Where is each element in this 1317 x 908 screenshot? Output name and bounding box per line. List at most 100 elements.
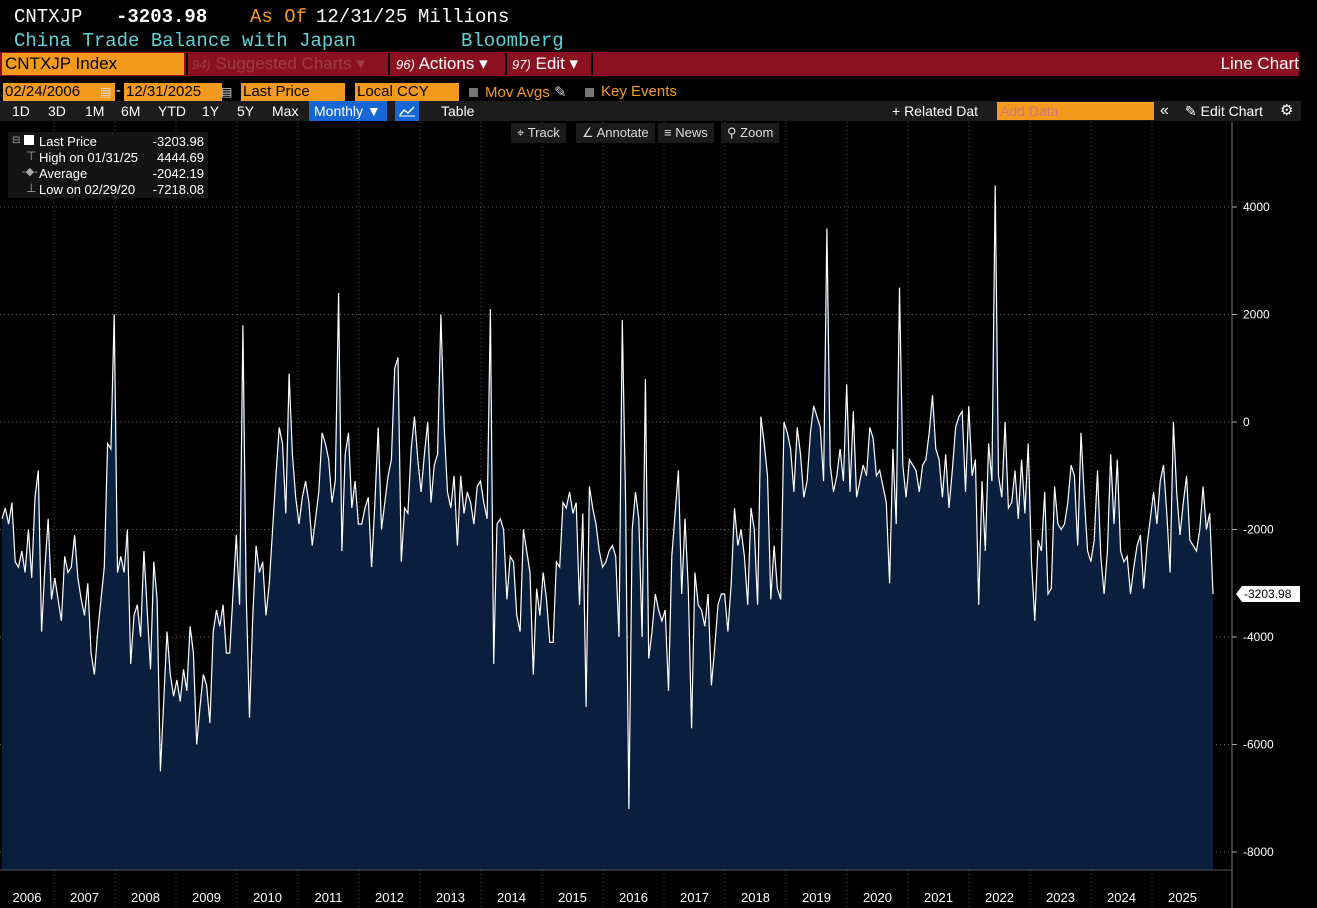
track-button[interactable]: ⌖ Track	[511, 123, 566, 143]
suggested-number: 94)	[192, 57, 211, 72]
last-value-tag	[1236, 586, 1300, 602]
key-events-label[interactable]: Key Events	[601, 83, 677, 100]
range-3d[interactable]: 3D	[48, 103, 66, 119]
annotate-icon: ∠	[582, 125, 594, 140]
x-tick-label: 2009	[192, 890, 221, 905]
range-ytd[interactable]: YTD	[158, 103, 186, 119]
x-tick-label: 2020	[863, 890, 892, 905]
series-swatch	[24, 135, 34, 145]
calendar-icon[interactable]: ▤	[100, 85, 112, 99]
field-select[interactable]: Last Price	[241, 83, 345, 101]
edit-chart-label: Edit Chart	[1200, 103, 1263, 119]
range-5y[interactable]: 5Y	[237, 103, 255, 119]
legend-low-value: -7218.08	[152, 182, 204, 197]
mov-avgs-label[interactable]: Mov Avgs ✎	[485, 83, 567, 101]
y-tick-label: -4000	[1243, 630, 1274, 644]
related-data-button[interactable]: + Related Dat	[892, 103, 978, 119]
zoom-button[interactable]: ⚲ Zoom	[721, 123, 780, 143]
news-label: News	[675, 125, 708, 140]
source-label: Bloomberg	[461, 30, 564, 52]
edit-menu[interactable]: 97) Edit ▾	[512, 53, 578, 75]
legend-high-label: High on 01/31/25	[39, 150, 139, 165]
calendar-icon[interactable]: ▤	[221, 85, 233, 99]
series-line	[1, 185, 1214, 810]
edit-chart-button[interactable]: ✎ Edit Chart	[1185, 102, 1263, 120]
menu-divider	[591, 53, 593, 75]
y-tick-label: -8000	[1243, 845, 1274, 859]
edit-label: Edit ▾	[535, 54, 579, 73]
x-tick-label: 2017	[680, 890, 709, 905]
menu-bar	[0, 52, 1299, 76]
range-1d[interactable]: 1D	[12, 103, 30, 119]
x-tick-label: 2022	[985, 890, 1014, 905]
legend-high-value: 4444.69	[157, 150, 204, 165]
start-date-input[interactable]: 02/24/2006	[3, 83, 115, 101]
x-tick-label: 2014	[497, 890, 526, 905]
actions-menu[interactable]: 96) Actions ▾	[396, 53, 488, 75]
legend-avg-value: -2042.19	[152, 166, 204, 181]
legend-avg-label: Average	[39, 166, 88, 181]
ticker-label: CNTXJP	[14, 6, 83, 28]
x-tick-label: 2012	[375, 890, 404, 905]
range-1m[interactable]: 1M	[85, 103, 105, 119]
key-events-checkbox[interactable]	[585, 88, 594, 97]
price-chart[interactable]: 4000 2000 0 -2000 -4000 -6000 -8000 -3203.98 200…	[0, 122, 1317, 908]
range-6m[interactable]: 6M	[121, 103, 141, 119]
legend-last-value: -3203.98	[152, 134, 204, 149]
frequency-select[interactable]: Monthly ▼	[309, 101, 387, 121]
end-date-input[interactable]: 12/31/2025	[124, 83, 222, 101]
legend-last-label: Last Price	[39, 134, 97, 149]
x-tick-label: 2024	[1107, 890, 1136, 905]
collapse-legend-icon[interactable]: ⊟	[12, 135, 21, 146]
date-separator: -	[116, 82, 121, 99]
y-tick-label: -6000	[1243, 738, 1274, 752]
pencil-icon[interactable]: ✎	[553, 84, 567, 101]
annotate-button[interactable]: ∠ Annotate	[576, 123, 655, 143]
line-chart-icon[interactable]	[395, 101, 419, 121]
collapse-icon[interactable]: «	[1160, 102, 1169, 119]
x-tick-label: 2023	[1046, 890, 1075, 905]
chart-type-label[interactable]: Line Chart	[1220, 54, 1299, 73]
legend-low-label: Low on 02/29/20	[39, 182, 136, 197]
edit-number: 97)	[512, 57, 531, 72]
x-tick-label: 2008	[131, 890, 160, 905]
range-1y[interactable]: 1Y	[202, 103, 220, 119]
gear-icon[interactable]: ⚙	[1280, 102, 1294, 119]
x-tick-label: 2013	[436, 890, 465, 905]
security-description: China Trade Balance with Japan	[14, 30, 357, 52]
track-label: Track	[527, 125, 560, 140]
pencil-icon: ✎	[1185, 103, 1197, 119]
x-tick-label: 2018	[741, 890, 770, 905]
zoom-label: Zoom	[740, 125, 774, 140]
news-icon: ≡	[664, 125, 672, 140]
x-tick-label: 2019	[802, 890, 831, 905]
security-input[interactable]: CNTXJP Index	[2, 53, 184, 75]
y-tick-label: -2000	[1243, 523, 1274, 537]
crosshair-icon: ⌖	[517, 125, 525, 140]
menu-divider	[388, 53, 390, 75]
x-tick-label: 2016	[619, 890, 648, 905]
x-tick-label: 2025	[1168, 890, 1197, 905]
y-tick-label: 2000	[1243, 308, 1270, 322]
high-marker-icon: ⊤	[26, 149, 37, 163]
news-button[interactable]: ≡ News	[658, 123, 714, 143]
as-of-date: 12/31/25	[316, 6, 408, 28]
suggested-label: Suggested Charts ▾	[215, 54, 365, 73]
x-tick-label: 2011	[315, 890, 343, 905]
mov-avgs-text: Mov Avgs	[485, 84, 550, 101]
suggested-charts-menu[interactable]: 94) Suggested Charts ▾	[192, 53, 365, 75]
chart-legend: ⊟ Last Price -3203.98 ⊤ High on 01/31/25…	[8, 132, 208, 198]
menu-divider	[505, 53, 507, 75]
currency-select[interactable]: Local CCY	[355, 83, 459, 101]
y-tick-label: 0	[1243, 415, 1250, 429]
average-marker-icon: -◆-	[22, 166, 38, 178]
table-button[interactable]: Table	[441, 103, 475, 119]
x-tick-label: 2021	[924, 890, 953, 905]
low-marker-icon: ⊥	[26, 181, 37, 195]
mov-avgs-checkbox[interactable]	[469, 88, 478, 97]
range-max[interactable]: Max	[272, 103, 299, 119]
add-data-input[interactable]: Add Data	[997, 102, 1154, 120]
last-value-label: -3203.98	[1244, 587, 1292, 601]
x-tick-label: 2010	[253, 890, 282, 905]
zoom-icon: ⚲	[727, 125, 737, 140]
